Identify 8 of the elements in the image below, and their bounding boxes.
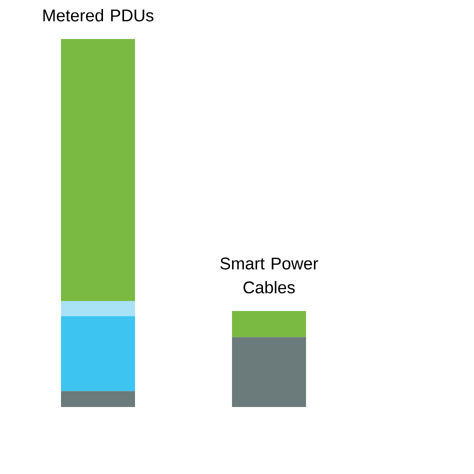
bar	[61, 301, 136, 316]
bar	[61, 38, 136, 302]
x-tick-label: Smart Power Cables	[220, 258, 318, 294]
bar	[61, 316, 136, 392]
bar	[232, 337, 306, 407]
x-tick-label: Metered PDUs	[43, 9, 154, 22]
bar	[61, 391, 136, 407]
bar	[232, 310, 306, 338]
